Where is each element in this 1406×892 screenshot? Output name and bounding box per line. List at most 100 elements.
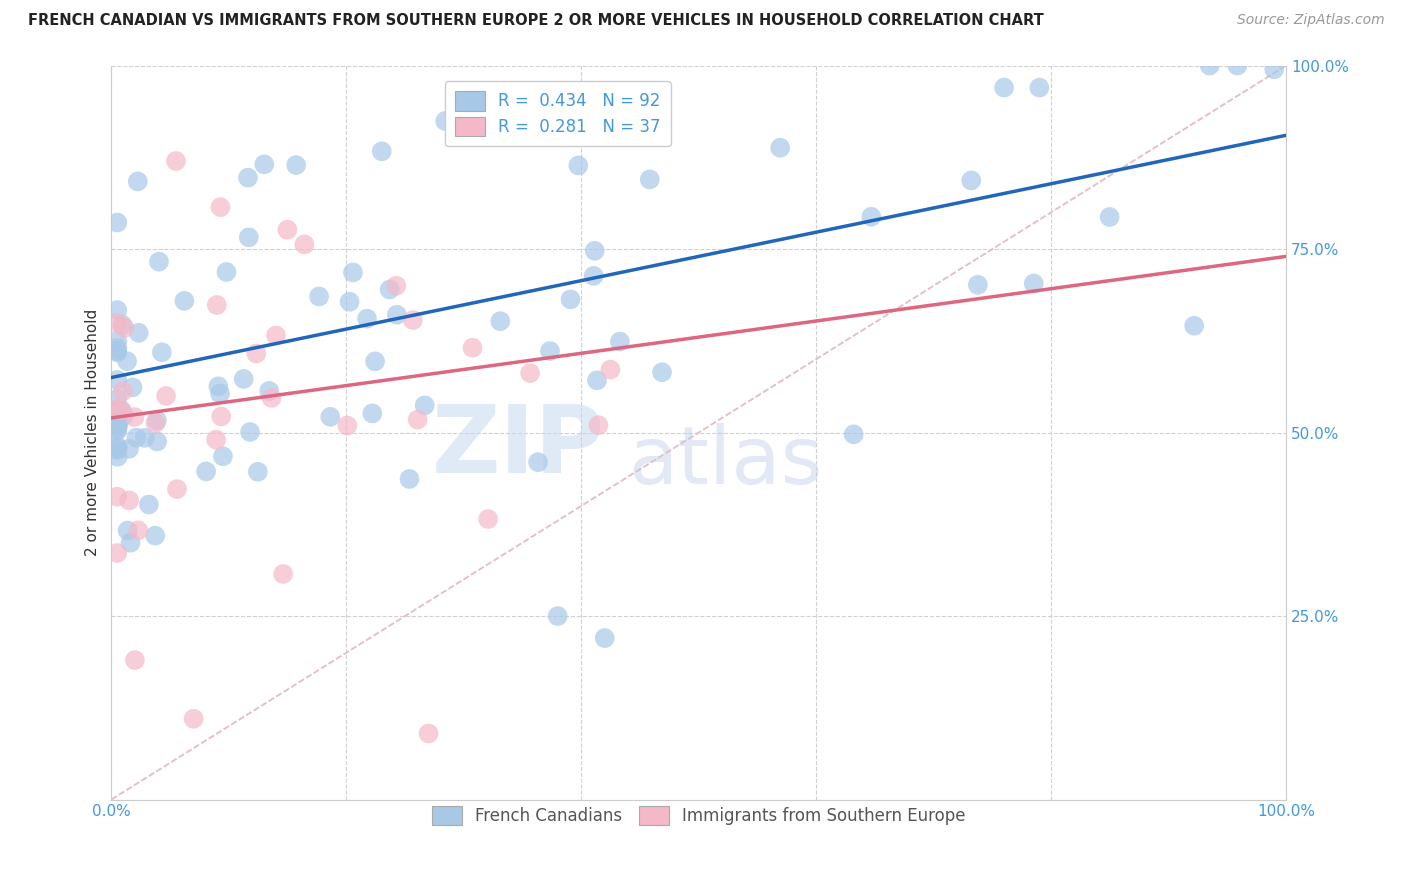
Point [609,334,631,349]
Point [124,410,146,425]
Point [638,172,661,186]
Point [107,440,129,454]
Point [364,354,387,368]
Text: FRENCH CANADIAN VS IMMIGRANTS FROM SOUTHERN EUROPE 2 OR MORE VEHICLES IN HOUSEHO: FRENCH CANADIAN VS IMMIGRANTS FROM SOUTH… [28,13,1043,29]
Point [107,417,129,432]
Point [1022,277,1045,291]
Point [105,401,128,416]
Point [115,354,138,368]
Point [111,404,134,418]
Point [207,379,229,393]
Point [245,346,267,360]
Point [541,125,564,139]
Point [413,398,436,412]
Point [121,380,143,394]
Point [165,154,187,169]
Text: atlas: atlas [628,423,823,501]
Point [560,293,582,307]
Point [583,244,606,258]
Point [1028,80,1050,95]
Point [111,384,134,399]
Point [150,345,173,359]
Point [461,341,484,355]
Point [588,418,610,433]
Point [519,366,541,380]
Point [276,223,298,237]
Point [212,450,235,464]
Point [118,493,141,508]
Point [125,431,148,445]
Point [567,158,589,172]
Point [586,373,609,387]
Point [166,482,188,496]
Point [209,409,232,424]
Point [238,230,260,244]
Point [195,465,218,479]
Point [361,406,384,420]
Point [342,265,364,279]
Point [257,384,280,398]
Point [1198,59,1220,73]
Point [105,424,128,438]
Point [236,170,259,185]
Point [993,80,1015,95]
Point [134,431,156,445]
Point [105,546,128,560]
Point [205,433,228,447]
Point [285,158,308,172]
Point [599,362,621,376]
Point [183,712,205,726]
Point [246,465,269,479]
Point [105,442,128,457]
Point [120,535,142,549]
Point [402,313,425,327]
Legend: French Canadians, Immigrants from Southern Europe: French Canadians, Immigrants from Southe… [422,796,976,835]
Point [205,298,228,312]
Point [107,450,129,464]
Point [173,293,195,308]
Point [356,311,378,326]
Point [308,289,330,303]
Point [547,609,569,624]
Point [319,409,342,424]
Point [769,141,792,155]
Point [105,419,128,434]
Point [378,283,401,297]
Point [385,278,408,293]
Point [105,415,128,429]
Point [960,173,983,187]
Point [105,303,128,318]
Point [127,524,149,538]
Point [418,726,440,740]
Point [105,373,128,387]
Point [117,524,139,538]
Point [124,653,146,667]
Point [148,254,170,268]
Point [1098,210,1121,224]
Point [138,498,160,512]
Point [253,157,276,171]
Point [114,321,136,335]
Point [582,268,605,283]
Point [209,386,232,401]
Point [1226,59,1249,73]
Point [110,403,132,417]
Point [336,418,359,433]
Text: Source: ZipAtlas.com: Source: ZipAtlas.com [1237,13,1385,28]
Point [593,631,616,645]
Point [146,414,169,428]
Point [406,412,429,426]
Point [105,343,128,358]
Point [651,365,673,379]
Point [128,326,150,340]
Point [264,328,287,343]
Point [271,566,294,581]
Point [143,529,166,543]
Point [842,427,865,442]
Point [105,345,128,359]
Point [477,512,499,526]
Point [112,409,135,423]
Point [1263,62,1285,77]
Point [146,434,169,449]
Point [215,265,238,279]
